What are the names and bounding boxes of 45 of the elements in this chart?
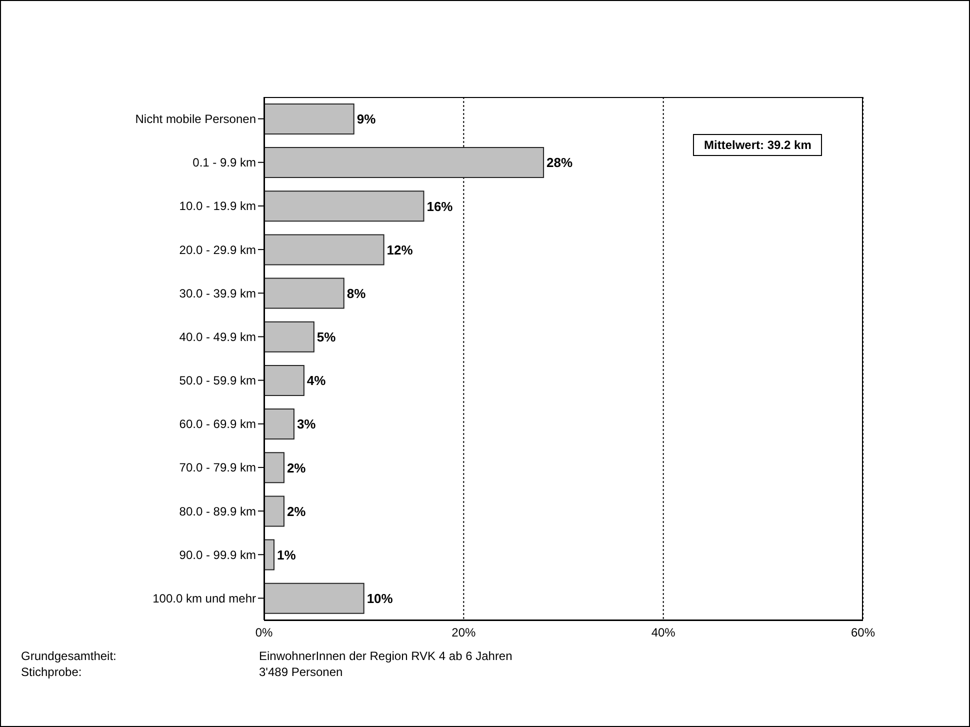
bar (264, 452, 284, 484)
y-tick-label: 10.0 - 19.9 km (179, 199, 256, 214)
y-tick-label: 90.0 - 99.9 km (179, 548, 256, 562)
x-tick-label: 60% (850, 626, 876, 640)
bar (264, 321, 314, 352)
x-tick-label: 20% (452, 626, 476, 640)
y-tick-label: 30.0 - 39.9 km (179, 286, 256, 300)
y-tick-label: Nicht mobile Personen (135, 112, 256, 126)
data-label: 9% (356, 112, 376, 127)
y-tick-label: 100.0 km und mehr (152, 591, 256, 606)
y-tick-label: 50.0 - 59.9 km (179, 374, 256, 388)
y-tick-label: 40.0 - 49.9 km (179, 330, 256, 344)
text: 3'489 Personen (259, 664, 344, 680)
data-label: 12% (386, 242, 414, 258)
x-tick-label: 40% (651, 626, 676, 640)
bar (264, 190, 424, 222)
data-label: 28% (546, 155, 573, 170)
bar (264, 496, 284, 527)
data-label: 16% (426, 198, 454, 214)
bar (264, 234, 384, 266)
text: EinwohnerInnen der Region RVK 4 ab 6 Jahren (259, 648, 512, 664)
data-label: 2% (286, 460, 306, 476)
text: Grundgesamtheit: (21, 648, 118, 664)
bar (264, 103, 354, 134)
y-tick-label: 0.1 - 9.9 km (192, 156, 256, 170)
bar (264, 408, 294, 440)
bar (264, 539, 274, 570)
y-tick-label: 80.0 - 89.9 km (179, 504, 256, 518)
y-tick-label: 60.0 - 69.9 km (179, 417, 256, 432)
data-label: 8% (346, 286, 366, 301)
bar (264, 364, 304, 396)
data-label: 1% (276, 547, 296, 562)
bar (264, 582, 364, 614)
x-tick-label: 0% (255, 626, 273, 640)
data-label: 10% (366, 591, 394, 606)
bar (264, 147, 544, 178)
text: Stichprobe: (21, 664, 83, 680)
y-tick-label: 20.0 - 29.9 km (179, 242, 256, 257)
bar (264, 278, 344, 309)
annotation: Mittelwert: 39.2 km (693, 134, 822, 156)
y-tick-label: 70.0 - 79.9 km (179, 460, 256, 475)
data-label: 4% (306, 373, 326, 388)
data-label: 2% (286, 504, 306, 519)
data-label: 5% (316, 330, 336, 345)
data-label: 3% (296, 416, 316, 432)
